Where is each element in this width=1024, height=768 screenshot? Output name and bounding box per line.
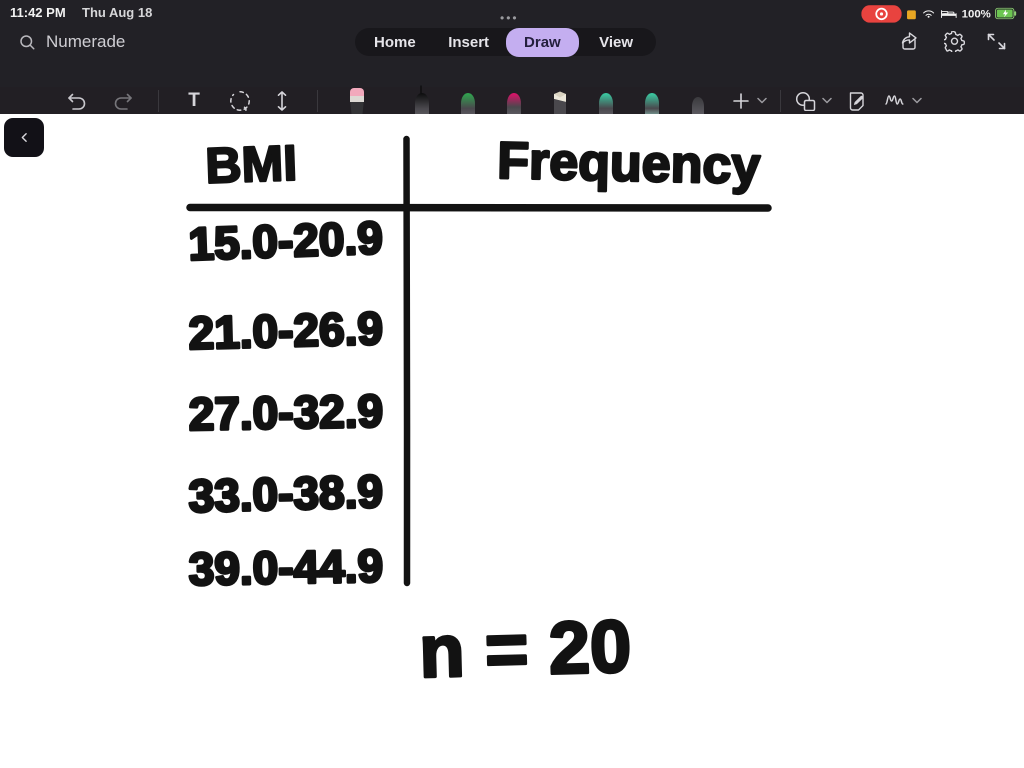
svg-text:33.0-38.9: 33.0-38.9 bbox=[188, 465, 384, 522]
svg-text:Frequency: Frequency bbox=[497, 132, 761, 195]
svg-text:39.0-44.9: 39.0-44.9 bbox=[188, 540, 383, 595]
svg-text:n = 20: n = 20 bbox=[418, 604, 632, 693]
svg-text:BMI: BMI bbox=[204, 135, 298, 194]
svg-text:21.0-26.9: 21.0-26.9 bbox=[188, 302, 384, 359]
svg-text:27.0-32.9: 27.0-32.9 bbox=[188, 385, 383, 440]
svg-text:15.0-20.9: 15.0-20.9 bbox=[188, 211, 384, 270]
